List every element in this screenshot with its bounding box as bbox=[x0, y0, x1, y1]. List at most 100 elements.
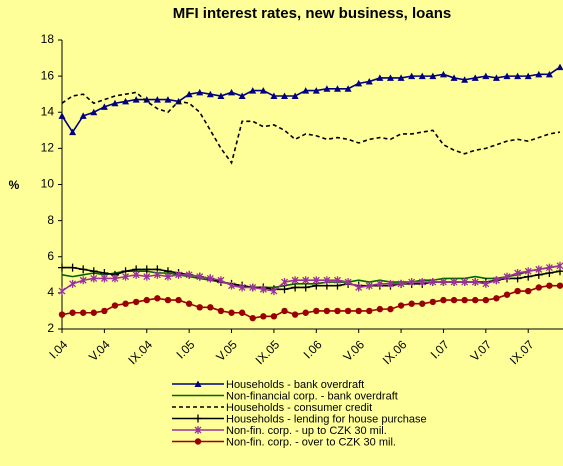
data-point bbox=[260, 313, 267, 320]
data-point bbox=[270, 287, 278, 296]
data-point bbox=[355, 307, 362, 315]
data-point bbox=[471, 74, 479, 81]
data-point bbox=[79, 112, 87, 119]
data-point bbox=[450, 278, 458, 287]
x-tick-label: I.05 bbox=[173, 337, 197, 361]
data-point bbox=[122, 300, 129, 307]
data-point bbox=[312, 276, 320, 285]
data-point bbox=[397, 302, 405, 309]
data-point bbox=[228, 309, 235, 316]
data-point bbox=[175, 296, 182, 304]
data-point bbox=[471, 278, 479, 287]
data-point bbox=[196, 304, 203, 311]
data-point bbox=[238, 283, 246, 292]
y-tick-label: 16 bbox=[41, 68, 55, 82]
data-point bbox=[69, 128, 77, 136]
data-point bbox=[69, 279, 77, 288]
data-point bbox=[365, 281, 373, 290]
data-point bbox=[535, 265, 543, 274]
data-point bbox=[408, 300, 415, 307]
data-point bbox=[90, 309, 97, 316]
data-point bbox=[217, 92, 225, 99]
data-point bbox=[249, 283, 257, 292]
data-point bbox=[79, 276, 87, 285]
data-point bbox=[185, 90, 193, 98]
data-point bbox=[58, 263, 66, 272]
data-point bbox=[249, 87, 257, 94]
data-point bbox=[259, 285, 267, 294]
legend-label: Non-fin. corp. - over to CZK 30 mil. bbox=[226, 436, 396, 448]
data-point bbox=[143, 296, 150, 304]
legend-label: Households - consumer credit bbox=[226, 402, 372, 414]
series-line bbox=[61, 91, 561, 165]
data-point bbox=[79, 309, 87, 316]
data-point bbox=[525, 287, 532, 295]
x-tick-label: V.06 bbox=[340, 337, 367, 364]
data-point bbox=[111, 302, 119, 309]
x-tick-label: IX.07 bbox=[507, 337, 537, 367]
data-point bbox=[111, 99, 119, 107]
x-tick-label: I.06 bbox=[301, 337, 325, 361]
data-point bbox=[556, 63, 563, 71]
data-point bbox=[291, 283, 300, 292]
data-point bbox=[344, 278, 352, 287]
data-point bbox=[69, 309, 76, 316]
data-point bbox=[556, 282, 563, 289]
data-point bbox=[524, 267, 532, 276]
data-point bbox=[355, 79, 363, 87]
data-point bbox=[312, 87, 320, 94]
chart-title: MFI interest rates, new business, loans bbox=[173, 5, 451, 22]
data-point bbox=[503, 272, 511, 281]
legend-marker bbox=[194, 438, 202, 445]
data-point bbox=[387, 279, 394, 288]
data-point bbox=[313, 307, 320, 315]
data-point bbox=[90, 108, 98, 116]
data-point bbox=[100, 274, 108, 283]
data-point bbox=[281, 278, 288, 287]
data-point bbox=[408, 278, 416, 287]
data-point bbox=[482, 72, 490, 80]
legend-marker bbox=[194, 426, 202, 434]
data-point bbox=[419, 300, 426, 307]
data-point bbox=[461, 76, 469, 83]
data-point bbox=[291, 276, 299, 285]
data-point bbox=[217, 307, 225, 315]
data-point bbox=[122, 97, 130, 105]
data-point bbox=[440, 296, 447, 304]
data-point bbox=[122, 272, 130, 281]
y-tick-label: 10 bbox=[41, 177, 55, 191]
x-tick-label: I.04 bbox=[46, 337, 70, 361]
data-point bbox=[270, 92, 278, 99]
data-point bbox=[503, 291, 511, 298]
y-tick-label: 18 bbox=[41, 32, 55, 46]
series-line bbox=[61, 264, 561, 292]
data-point bbox=[100, 103, 108, 110]
data-point bbox=[164, 272, 172, 281]
x-tick-label: V.07 bbox=[468, 337, 495, 364]
data-point bbox=[397, 74, 405, 81]
data-point bbox=[493, 295, 500, 302]
data-point bbox=[238, 92, 246, 99]
data-point bbox=[450, 74, 458, 81]
data-point bbox=[545, 70, 553, 78]
y-tick-label: 6 bbox=[47, 249, 54, 263]
data-point bbox=[164, 96, 172, 103]
data-point bbox=[196, 272, 204, 281]
data-point bbox=[79, 265, 88, 274]
data-point bbox=[132, 298, 140, 306]
data-point bbox=[366, 307, 373, 315]
data-point bbox=[281, 92, 289, 99]
data-point bbox=[482, 279, 490, 288]
data-point bbox=[302, 309, 309, 316]
data-point bbox=[302, 276, 310, 285]
data-point bbox=[111, 274, 119, 283]
legend-marker bbox=[194, 380, 202, 387]
y-tick-label: 12 bbox=[41, 141, 55, 155]
data-point bbox=[334, 307, 341, 315]
data-point bbox=[206, 90, 214, 98]
y-tick-label: 4 bbox=[47, 285, 54, 299]
data-point bbox=[546, 282, 553, 289]
data-point bbox=[492, 276, 500, 285]
data-point bbox=[418, 72, 426, 80]
data-point bbox=[386, 74, 394, 81]
